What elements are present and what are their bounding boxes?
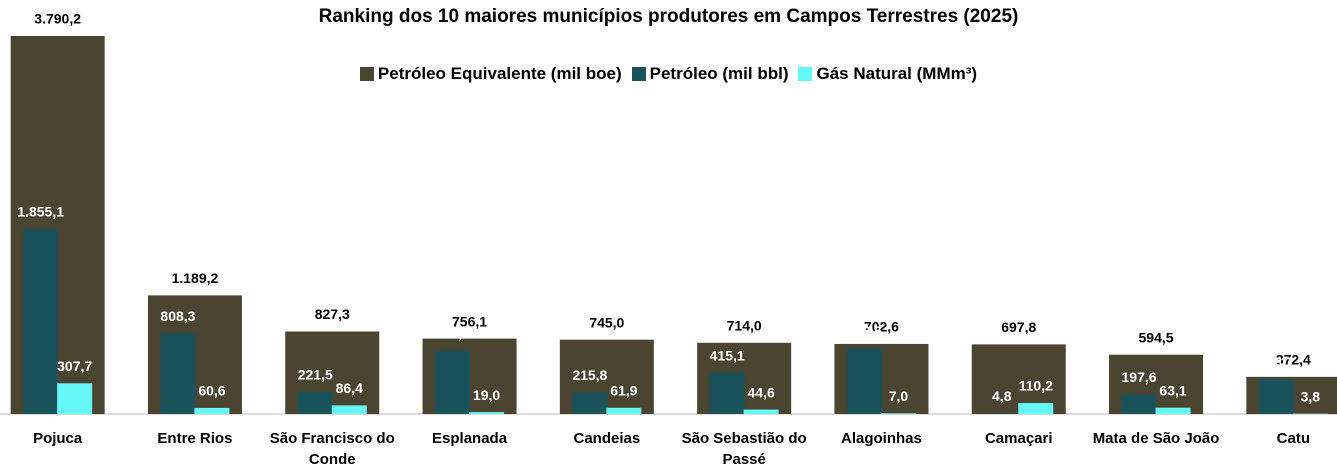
data-label: 63,1: [1159, 382, 1186, 398]
x-tick-label: São Sebastião do Passé: [681, 430, 807, 468]
bar: [1018, 403, 1054, 414]
data-label: 658,5: [847, 323, 882, 339]
data-label: 3,8: [1301, 388, 1321, 404]
legend-swatch: [798, 67, 813, 81]
data-label: 61,9: [610, 383, 637, 399]
bar: [1121, 394, 1157, 414]
bar: [23, 228, 59, 414]
data-label: 745,0: [589, 314, 624, 330]
bar: [297, 391, 333, 414]
data-label: 594,5: [1139, 329, 1174, 345]
bar: [971, 344, 1066, 414]
legend-label: Petróleo (mil bbl): [649, 64, 789, 83]
x-tick-label: Catu: [1276, 430, 1311, 447]
x-tick-label: Pojuca: [33, 430, 83, 447]
data-label: 415,1: [710, 347, 745, 363]
data-label: 4,8: [992, 388, 1012, 404]
bar: [572, 392, 608, 414]
legend-item: Gás Natural (MMm³): [798, 64, 977, 84]
bar: [1258, 379, 1294, 414]
x-tick-label: Entre Rios: [157, 430, 233, 447]
data-label: 7,0: [889, 388, 909, 404]
x-tick-label: Candeias: [573, 430, 641, 447]
bar: [57, 383, 93, 414]
legend: Petróleo Equivalente (mil boe) Petróleo (…: [0, 64, 1337, 84]
data-label: 86,4: [336, 380, 363, 396]
data-label: 44,6: [748, 384, 775, 400]
bar: [846, 348, 882, 414]
bar: [606, 407, 642, 414]
bar: [709, 372, 745, 414]
data-label: 3.790,2: [34, 11, 81, 27]
data-label: 636,8: [435, 325, 470, 341]
data-label: 215,8: [572, 367, 607, 383]
data-label: 197,6: [1122, 369, 1157, 385]
data-label: 60,6: [198, 383, 225, 399]
x-tick-label: Alagoinhas: [841, 430, 922, 447]
legend-item: Petróleo (mil bbl): [631, 64, 789, 84]
bar: [331, 405, 367, 414]
data-label: 307,7: [57, 358, 92, 374]
legend-label: Gás Natural (MMm³): [816, 64, 978, 83]
bar: [194, 407, 230, 414]
data-label: 348,7: [1259, 354, 1294, 370]
data-label: 702,6: [864, 319, 899, 335]
data-label: 697,8: [1001, 319, 1036, 335]
data-label: 714,0: [727, 317, 762, 333]
x-tick-label: Mata de São João: [1092, 430, 1220, 447]
data-label: 756,1: [452, 313, 487, 329]
bar: [880, 413, 916, 414]
data-label: 372,4: [1276, 352, 1311, 368]
bar: [743, 409, 779, 414]
legend-label: Petróleo Equivalente (mil boe): [377, 64, 622, 83]
bar: [469, 412, 505, 414]
data-label: 221,5: [298, 367, 333, 383]
x-tick-label: Camaçari: [984, 430, 1053, 447]
data-label: 827,3: [315, 306, 350, 322]
x-tick-label: São Francisco do Conde: [269, 430, 395, 468]
legend-swatch: [359, 67, 374, 81]
data-label: 808,3: [160, 308, 195, 324]
data-label: 110,2: [1019, 378, 1053, 394]
legend-swatch: [631, 67, 646, 81]
data-label: 19,0: [473, 387, 500, 403]
legend-item: Petróleo Equivalente (mil boe): [359, 64, 622, 84]
x-tick-label: Esplanada: [432, 430, 508, 447]
bar: [160, 333, 196, 414]
data-label: 1.189,2: [172, 270, 219, 286]
chart-title: Ranking dos 10 maiores municípios produt…: [318, 6, 1019, 27]
data-label: 1.855,1: [17, 204, 64, 220]
bar: [1155, 407, 1191, 414]
bar: [435, 350, 471, 414]
